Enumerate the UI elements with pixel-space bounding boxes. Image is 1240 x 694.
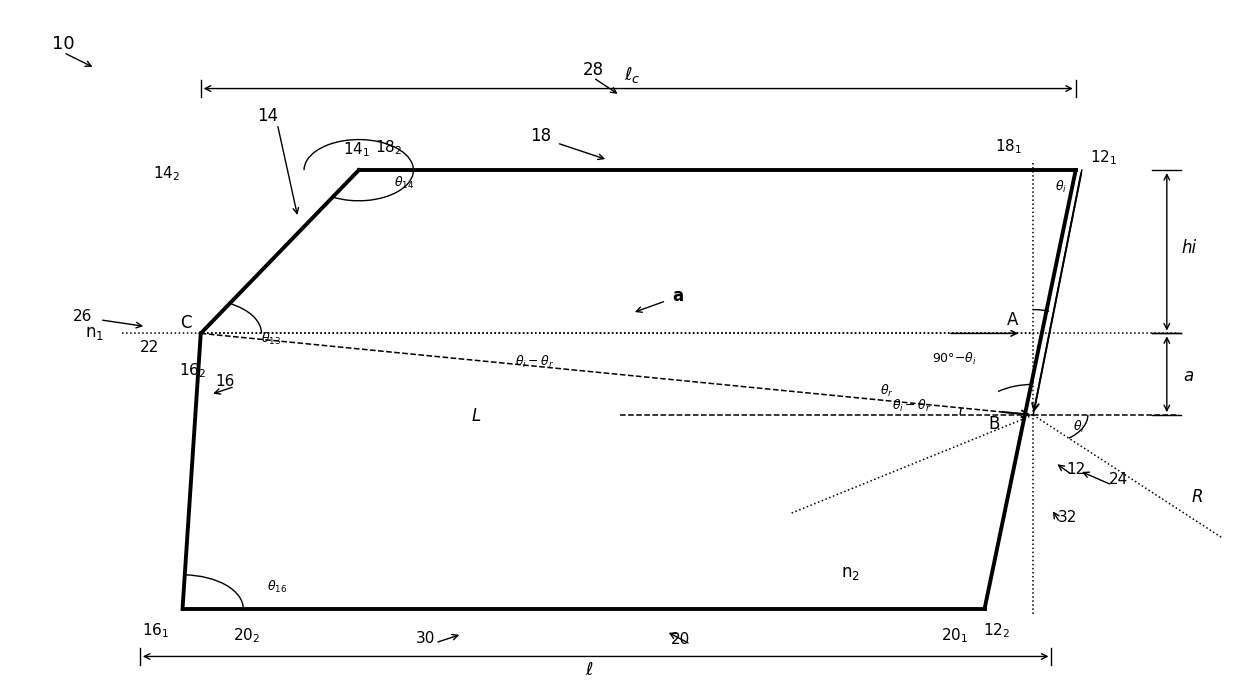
Text: 24: 24 (1109, 472, 1128, 487)
Text: $\theta_{14}$: $\theta_{14}$ (393, 175, 414, 191)
Text: 12: 12 (1066, 462, 1085, 477)
Text: $\theta_i-\theta_r$: $\theta_i-\theta_r$ (892, 398, 931, 414)
Text: R: R (1192, 488, 1203, 506)
Text: 28: 28 (583, 60, 604, 78)
Text: 32: 32 (1058, 509, 1076, 525)
Text: $\ell$: $\ell$ (585, 661, 594, 679)
Text: 14$_1$: 14$_1$ (342, 140, 370, 159)
Text: 10: 10 (52, 35, 74, 53)
Text: $\theta_{16}$: $\theta_{16}$ (267, 579, 288, 595)
Text: 18$_2$: 18$_2$ (376, 138, 403, 157)
Text: 20$_2$: 20$_2$ (233, 627, 260, 645)
Text: 26: 26 (73, 309, 93, 324)
Text: $\theta_{13}$: $\theta_{13}$ (262, 331, 281, 347)
Text: $\bf{a}$: $\bf{a}$ (672, 287, 684, 305)
Text: C: C (181, 314, 192, 332)
Text: 16$_1$: 16$_1$ (143, 621, 170, 640)
Text: B: B (988, 415, 999, 433)
Text: A: A (1007, 311, 1018, 329)
Text: 12$_1$: 12$_1$ (1090, 149, 1117, 167)
Text: 30: 30 (415, 631, 435, 645)
Text: 90°$-\theta_i$: 90°$-\theta_i$ (931, 350, 977, 366)
Text: a: a (1184, 367, 1194, 385)
Text: 14$_2$: 14$_2$ (153, 164, 180, 183)
Text: 22: 22 (140, 339, 160, 355)
Text: n$_1$: n$_1$ (86, 324, 104, 342)
Text: $\ell_c$: $\ell_c$ (624, 65, 640, 85)
Text: $\theta_r$: $\theta_r$ (880, 383, 894, 399)
Text: hi: hi (1182, 239, 1197, 257)
Text: L: L (472, 407, 481, 425)
Text: 12$_2$: 12$_2$ (983, 621, 1011, 640)
Text: 20: 20 (671, 632, 691, 647)
Text: n$_2$: n$_2$ (842, 564, 861, 582)
Text: 16: 16 (216, 373, 234, 389)
Text: $\theta_i-\theta_r$: $\theta_i-\theta_r$ (515, 354, 554, 370)
Text: 16$_2$: 16$_2$ (179, 362, 206, 380)
Text: 18$_1$: 18$_1$ (996, 137, 1023, 155)
Text: 14: 14 (257, 107, 278, 125)
Text: $\theta_i$: $\theta_i$ (1074, 418, 1085, 434)
Text: 20$_1$: 20$_1$ (940, 627, 968, 645)
Text: $\theta_i$: $\theta_i$ (1055, 179, 1068, 195)
Text: 18: 18 (531, 127, 552, 145)
